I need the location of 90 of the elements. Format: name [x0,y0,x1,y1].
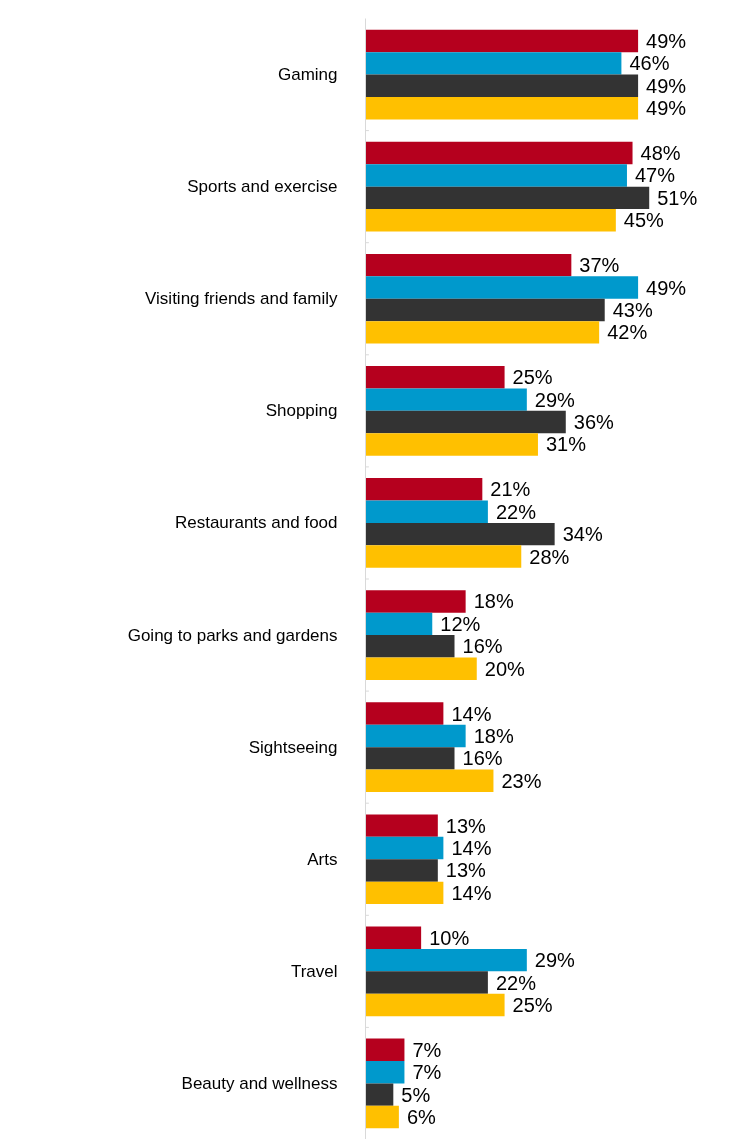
bar [365,971,488,994]
data-label: 49% [646,74,687,97]
bar [365,388,527,411]
bar [365,948,527,972]
bar [365,635,455,658]
data-label: 42% [607,321,648,344]
data-label: 13% [445,859,487,882]
bar [365,657,477,680]
data-label: 7% [412,1061,442,1084]
bar [365,478,483,501]
data-label: 22% [495,500,537,523]
data-label: 49% [646,29,687,52]
bar [365,74,639,97]
bar [365,545,522,568]
data-label: 14% [451,837,492,860]
data-label: 14% [451,881,492,904]
data-label: 43% [612,298,653,321]
bar [365,836,444,860]
bar [365,859,438,882]
data-label: 25% [512,366,553,389]
y-tick-label: Beauty and wellness [181,1073,338,1093]
data-label: 13% [445,814,487,837]
bar [365,164,627,187]
bar [365,141,633,165]
data-label: 46% [629,52,670,75]
y-tick-label: Sightseeing [248,737,338,757]
bar [365,500,488,523]
data-label: 10% [429,926,470,949]
bar [365,702,444,725]
y-tick-label: Travel [290,961,338,981]
y-tick-label: Visiting friends and family [145,289,338,309]
bar [365,366,505,389]
y-tick-label: Restaurants and food [174,513,338,533]
bar [365,410,566,434]
data-label: 37% [579,254,620,277]
bar [365,209,616,232]
y-tick-label: Gaming [277,65,338,85]
bar [365,1105,399,1129]
bar [365,590,466,613]
bar [365,253,572,277]
data-label: 18% [473,724,514,747]
bar [365,52,622,75]
bar [365,298,605,322]
data-label: 16% [462,635,503,658]
bar [365,724,466,748]
data-label: 34% [562,523,603,546]
bar [365,612,433,636]
bar [365,186,650,210]
data-label: 22% [495,971,537,994]
y-tick-label: Arts [307,849,338,869]
data-label: 49% [646,97,687,120]
data-label: 29% [534,388,576,411]
bar [365,433,538,456]
data-label: 47% [634,164,676,187]
data-label: 18% [473,590,514,613]
data-label: 6% [406,1106,436,1129]
bar [365,321,600,344]
bar [365,276,639,299]
bar [365,1038,405,1062]
y-tick-label: Going to parks and gardens [127,625,338,645]
y-tick-label: Sports and exercise [187,177,338,197]
bar [365,769,494,792]
data-label: 51% [657,186,698,209]
y-tick-label: Shopping [265,401,338,421]
data-label: 28% [529,545,570,568]
data-label: 21% [490,478,531,501]
data-label: 5% [401,1083,431,1106]
data-label: 45% [623,209,665,232]
data-label: 20% [484,657,526,680]
data-label: 7% [412,1038,442,1061]
bar [365,814,438,837]
data-label: 36% [573,411,615,434]
bar [365,993,505,1017]
data-label: 48% [640,142,681,165]
bar [365,522,555,546]
data-label: 31% [545,433,587,456]
data-label: 14% [451,702,492,725]
data-label: 16% [462,747,503,770]
bar [365,747,455,770]
data-label: 29% [534,949,576,972]
bar [365,1083,394,1106]
data-label: 49% [646,276,687,299]
bar [365,926,422,949]
bar [365,1061,405,1084]
data-label: 25% [512,993,553,1016]
bar [365,29,639,53]
bar [365,96,639,120]
data-label: 23% [501,769,542,792]
bar [365,881,444,905]
data-label: 12% [440,612,481,635]
